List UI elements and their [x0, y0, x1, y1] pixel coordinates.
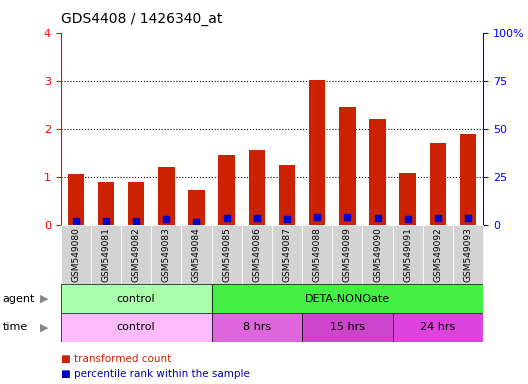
Bar — [61, 225, 91, 284]
Text: 8 hrs: 8 hrs — [243, 322, 271, 333]
Bar — [339, 107, 356, 225]
Text: GDS4408 / 1426340_at: GDS4408 / 1426340_at — [61, 12, 222, 25]
Point — [433, 215, 442, 222]
Bar — [460, 134, 476, 225]
Point — [162, 216, 171, 222]
Bar — [61, 284, 212, 313]
Text: GSM549083: GSM549083 — [162, 228, 171, 283]
Bar — [302, 313, 393, 342]
Text: GSM549080: GSM549080 — [71, 228, 80, 283]
Point — [313, 214, 322, 220]
Text: control: control — [117, 322, 155, 333]
Text: control: control — [117, 293, 155, 304]
Text: agent: agent — [3, 293, 35, 304]
Text: GSM549089: GSM549089 — [343, 228, 352, 283]
Bar — [182, 225, 212, 284]
Bar — [219, 155, 235, 225]
Bar — [399, 173, 416, 225]
Bar — [272, 225, 302, 284]
Bar — [68, 174, 84, 225]
Bar — [302, 225, 332, 284]
Point — [102, 218, 110, 224]
Bar — [61, 313, 212, 342]
Bar — [98, 182, 114, 225]
Point — [343, 214, 352, 220]
Bar — [249, 150, 265, 225]
Text: 24 hrs: 24 hrs — [420, 322, 456, 333]
Text: DETA-NONOate: DETA-NONOate — [305, 293, 390, 304]
Point — [222, 215, 231, 222]
Bar — [362, 225, 393, 284]
Text: GSM549091: GSM549091 — [403, 228, 412, 283]
Bar — [369, 119, 386, 225]
Point — [132, 218, 140, 224]
Point — [464, 215, 472, 221]
Text: GSM549086: GSM549086 — [252, 228, 261, 283]
Bar — [332, 225, 362, 284]
Bar — [212, 313, 302, 342]
Bar — [188, 190, 205, 225]
Bar — [151, 225, 182, 284]
Point — [192, 219, 201, 225]
Bar — [423, 225, 453, 284]
Text: ▶: ▶ — [40, 293, 48, 304]
Point — [403, 216, 412, 222]
Bar — [91, 225, 121, 284]
Bar — [279, 165, 295, 225]
Point — [252, 215, 261, 221]
Text: GSM549085: GSM549085 — [222, 228, 231, 283]
Bar — [309, 80, 325, 225]
Text: GSM549088: GSM549088 — [313, 228, 322, 283]
Text: GSM549084: GSM549084 — [192, 228, 201, 282]
Text: GSM549092: GSM549092 — [433, 228, 442, 282]
Bar — [453, 225, 483, 284]
Bar — [430, 143, 446, 225]
Bar — [212, 284, 483, 313]
Point — [373, 215, 382, 221]
Text: GSM549093: GSM549093 — [464, 228, 473, 283]
Text: GSM549090: GSM549090 — [373, 228, 382, 283]
Bar — [212, 225, 242, 284]
Text: ▶: ▶ — [40, 322, 48, 333]
Bar — [393, 225, 423, 284]
Bar — [158, 167, 175, 225]
Bar — [128, 182, 145, 225]
Text: 15 hrs: 15 hrs — [330, 322, 365, 333]
Text: ■ transformed count: ■ transformed count — [61, 354, 171, 364]
Text: time: time — [3, 322, 28, 333]
Bar — [121, 225, 151, 284]
Text: GSM549082: GSM549082 — [131, 228, 140, 282]
Text: ■ percentile rank within the sample: ■ percentile rank within the sample — [61, 369, 250, 379]
Point — [72, 217, 80, 223]
Bar — [242, 225, 272, 284]
Point — [283, 216, 291, 222]
Text: GSM549087: GSM549087 — [282, 228, 291, 283]
Bar — [393, 313, 483, 342]
Text: GSM549081: GSM549081 — [101, 228, 110, 283]
